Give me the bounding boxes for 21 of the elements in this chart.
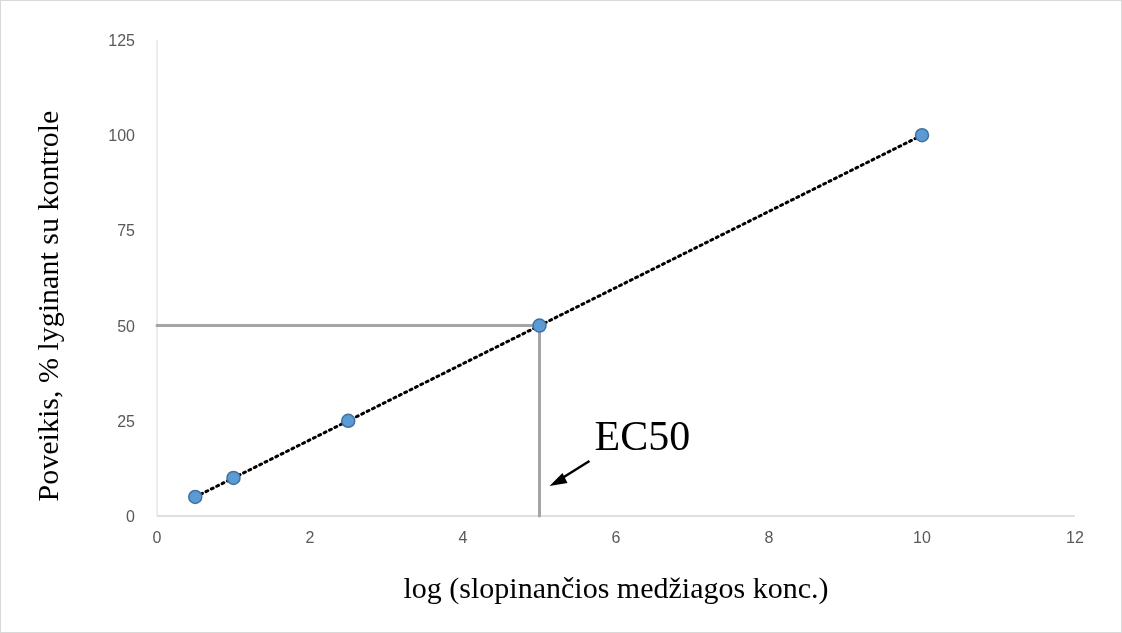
x-tick-label: 10 xyxy=(913,529,931,546)
point xyxy=(532,318,547,333)
y-tick-label: 50 xyxy=(117,317,136,335)
x-tick-label: 6 xyxy=(611,529,621,546)
x-tick-label: 0 xyxy=(152,529,162,546)
point xyxy=(341,413,356,429)
annotation: EC50 xyxy=(594,413,691,459)
y-tick-label: 100 xyxy=(108,127,136,145)
y-tick-label: 25 xyxy=(117,412,136,430)
y-tick-label: 0 xyxy=(126,508,136,525)
point xyxy=(226,470,241,486)
x-tick-label: 2 xyxy=(305,529,315,546)
y-axis-title: Poveikis, % lyginant su kontrole xyxy=(31,110,64,502)
x-tick-label: 4 xyxy=(458,529,468,546)
y-tick-label: 125 xyxy=(108,32,136,49)
x-tick-label: 8 xyxy=(764,529,774,546)
x-axis-title: log (slopinančios medžiagos konc.) xyxy=(403,571,829,605)
x-tick-label: 12 xyxy=(1066,529,1084,546)
point xyxy=(914,127,930,143)
y-tick-label: 75 xyxy=(117,222,136,240)
point xyxy=(188,489,203,505)
